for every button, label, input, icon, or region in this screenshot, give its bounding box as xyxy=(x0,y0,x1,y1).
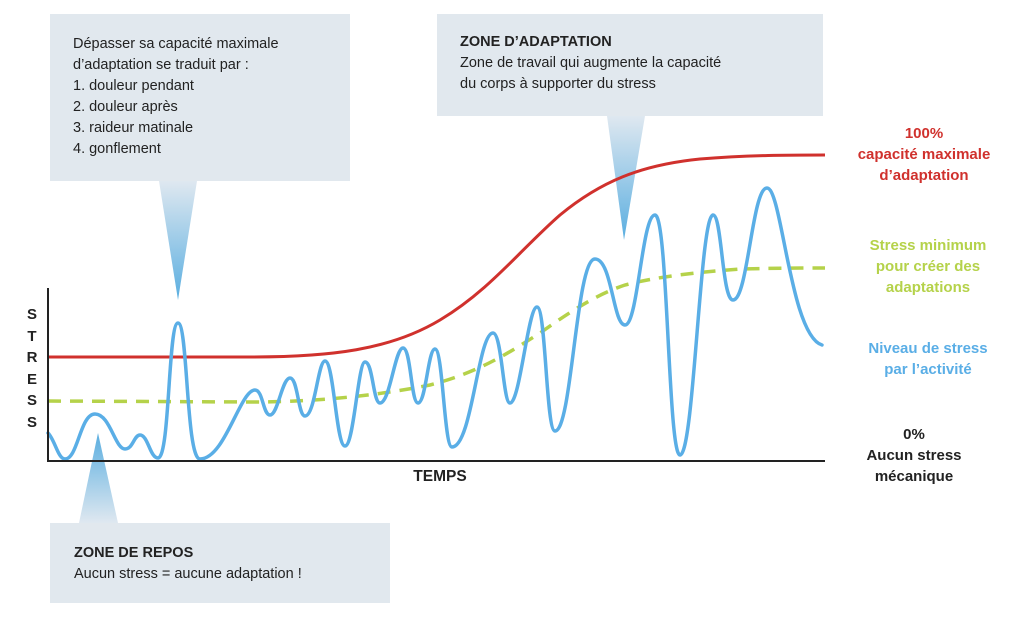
legend-min-stress: Stress minimum pour créer des adaptation… xyxy=(830,235,1024,298)
callout-overload: Dépasser sa capacité maximale d’adaptati… xyxy=(50,14,350,181)
legend-activity-line1: Niveau de stress xyxy=(868,340,988,357)
callout-adaptation: ZONE D’ADAPTATION Zone de travail qui au… xyxy=(437,14,823,116)
y-axis-letter: E xyxy=(26,370,37,388)
callout-overload-line: 3. raideur matinale xyxy=(73,120,194,136)
y-axis-letter: T xyxy=(27,327,37,345)
y-axis-label: S T R E S S xyxy=(24,304,40,433)
legend-activity-line2: par l’activité xyxy=(884,361,972,378)
callout-rest-line: Aucun stress = aucune adaptation ! xyxy=(74,566,302,582)
min-stress-line xyxy=(47,266,826,404)
activity-line xyxy=(46,186,824,461)
callout-overload-line: d’adaptation se traduit par : xyxy=(73,57,249,73)
callout-rest-title: ZONE DE REPOS xyxy=(74,545,194,561)
pointer-overload xyxy=(159,181,197,300)
legend-zero-line1: 0% xyxy=(903,426,925,443)
pointer-rest xyxy=(79,433,118,523)
callout-overload-line: 4. gonflement xyxy=(73,141,161,157)
legend-activity: Niveau de stress par l’activité xyxy=(830,338,1024,380)
legend-min-stress-line3: adaptations xyxy=(885,279,971,296)
y-axis-letter: R xyxy=(26,349,38,366)
legend-zero-line3: mécanique xyxy=(874,468,954,485)
callout-rest: ZONE DE REPOS Aucun stress = aucune adap… xyxy=(50,523,390,603)
legend-capacity-line3: d’adaptation xyxy=(879,167,969,184)
callout-overload-line: 2. douleur après xyxy=(73,99,178,115)
legend-capacity: 100% capacité maximale d’adaptation xyxy=(826,123,1022,186)
legend-zero-line2: Aucun stress xyxy=(866,447,962,464)
legend-capacity-line1: 100% xyxy=(904,125,944,142)
legend-min-stress-line1: Stress minimum xyxy=(869,237,987,254)
y-axis-letter: S xyxy=(26,413,37,431)
legend-zero: 0% Aucun stress mécanique xyxy=(816,424,1012,487)
capacity-line xyxy=(48,153,826,359)
callout-adaptation-title: ZONE D’ADAPTATION xyxy=(460,34,612,50)
x-axis-label: TEMPS xyxy=(413,468,467,485)
legend-min-stress-line2: pour créer des xyxy=(875,258,981,275)
y-axis-letter: S xyxy=(26,306,37,323)
callout-overload-line: Dépasser sa capacité maximale xyxy=(73,36,279,52)
callout-adaptation-line: du corps à supporter du stress xyxy=(460,76,656,92)
callout-adaptation-line: Zone de travail qui augmente la capacité xyxy=(460,55,722,71)
y-axis-letter: S xyxy=(26,392,37,409)
legend-capacity-line2: capacité maximale xyxy=(857,146,991,163)
pointer-adaptation xyxy=(607,116,645,240)
callout-overload-line: 1. douleur pendant xyxy=(73,78,194,94)
